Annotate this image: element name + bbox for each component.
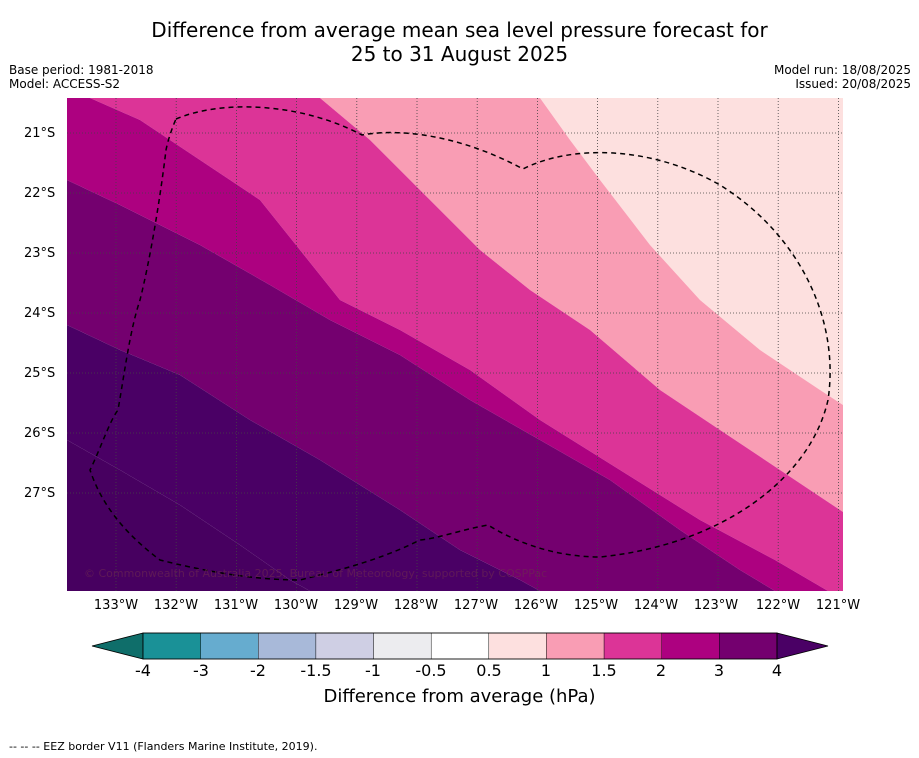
lon-label-130w: 130°W xyxy=(273,598,319,613)
colorbar-tick: 0.5 xyxy=(476,661,502,680)
colorbar-cell xyxy=(488,632,547,660)
colorbar-cell xyxy=(315,632,374,660)
colorbar-tick: 4 xyxy=(771,661,783,680)
colorbar-tick: 2 xyxy=(655,661,667,680)
colorbar-cell xyxy=(661,632,720,660)
colorbar-extend-low xyxy=(91,632,144,660)
lon-label-123w: 123°W xyxy=(693,598,739,613)
copyright-notice: © Commonwealth of Australia 2025, Bureau… xyxy=(84,567,547,580)
graticule xyxy=(67,98,843,591)
colorbar-extend-high xyxy=(776,632,829,660)
pressure-band-3-to-4 xyxy=(67,180,775,591)
model-run: Model run: 18/08/2025 xyxy=(773,63,911,77)
lat-label-23s: 23°S xyxy=(24,246,56,261)
colorbar-label: Difference from average (hPa) xyxy=(323,686,596,707)
lon-label-121w: 121°W xyxy=(815,598,861,613)
colorbar-tick: 1.5 xyxy=(591,661,617,680)
colorbar-tick: -0.5 xyxy=(415,661,447,680)
colorbar-cell xyxy=(430,632,490,660)
pressure-band-1-5-to-2 xyxy=(67,98,843,591)
colorbar-tick: -2 xyxy=(250,661,266,680)
colorbar-tick: -1 xyxy=(365,661,381,680)
colorbar-frame xyxy=(142,632,778,660)
title-line-2: 25 to 31 August 2025 xyxy=(350,42,569,66)
pressure-band-darkest xyxy=(67,440,310,591)
colorbar-tick: -4 xyxy=(135,661,151,680)
colorbar-cell xyxy=(373,632,432,660)
lat-label-27s: 27°S xyxy=(24,486,56,501)
lon-label-132w: 132°W xyxy=(153,598,199,613)
pressure-band-2-to-3 xyxy=(67,98,828,591)
colorbar-cell xyxy=(719,632,778,660)
meta-right: Model run: 18/08/2025 Issued: 20/08/2025 xyxy=(774,63,911,91)
lat-label-24s: 24°S xyxy=(24,306,56,321)
colorbar-tick: -1.5 xyxy=(300,661,332,680)
lon-label-126w: 126°W xyxy=(513,598,559,613)
lon-label-129w: 129°W xyxy=(333,598,379,613)
eez-border xyxy=(89,106,831,581)
eez-footnote: -- -- -- EEZ border V11 (Flanders Marine… xyxy=(9,740,318,753)
map-panel: © Commonwealth of Australia 2025, Bureau… xyxy=(67,98,843,591)
lat-label-21s: 21°S xyxy=(24,126,56,141)
lat-label-22s: 22°S xyxy=(24,186,56,201)
lon-label-128w: 128°W xyxy=(393,598,439,613)
lon-label-127w: 127°W xyxy=(453,598,499,613)
colorbar-cell xyxy=(258,632,317,660)
lon-label-124w: 124°W xyxy=(633,598,679,613)
base-period: Base period: 1981-2018 xyxy=(9,63,154,77)
model-name: Model: ACCESS-S2 xyxy=(9,77,121,91)
colorbar-tick: 3 xyxy=(713,661,725,680)
pressure-band-0-5-to-1 xyxy=(540,98,843,405)
lon-label-131w: 131°W xyxy=(213,598,259,613)
colorbar-cell xyxy=(603,632,662,660)
colorbar-cell xyxy=(546,632,605,660)
lon-label-125w: 125°W xyxy=(573,598,619,613)
pressure-band-1-to-1-5 xyxy=(320,98,843,512)
title-line-1: Difference from average mean sea level p… xyxy=(151,18,768,42)
pressure-band-above-4 xyxy=(67,325,540,591)
colorbar-tick: -3 xyxy=(193,661,209,680)
lon-label-133w: 133°W xyxy=(93,598,139,613)
colorbar-cell xyxy=(142,632,201,660)
colorbar-cell xyxy=(200,632,259,660)
meta-left: Base period: 1981-2018 Model: ACCESS-S2 xyxy=(9,63,154,91)
lat-label-26s: 26°S xyxy=(24,426,56,441)
colorbar-tick: 1 xyxy=(540,661,552,680)
issued-date: Issued: 20/08/2025 xyxy=(795,77,911,91)
colorbar xyxy=(91,632,829,660)
lon-label-122w: 122°W xyxy=(755,598,801,613)
map-title: Difference from average mean sea level p… xyxy=(0,18,919,66)
lat-label-25s: 25°S xyxy=(24,366,56,381)
